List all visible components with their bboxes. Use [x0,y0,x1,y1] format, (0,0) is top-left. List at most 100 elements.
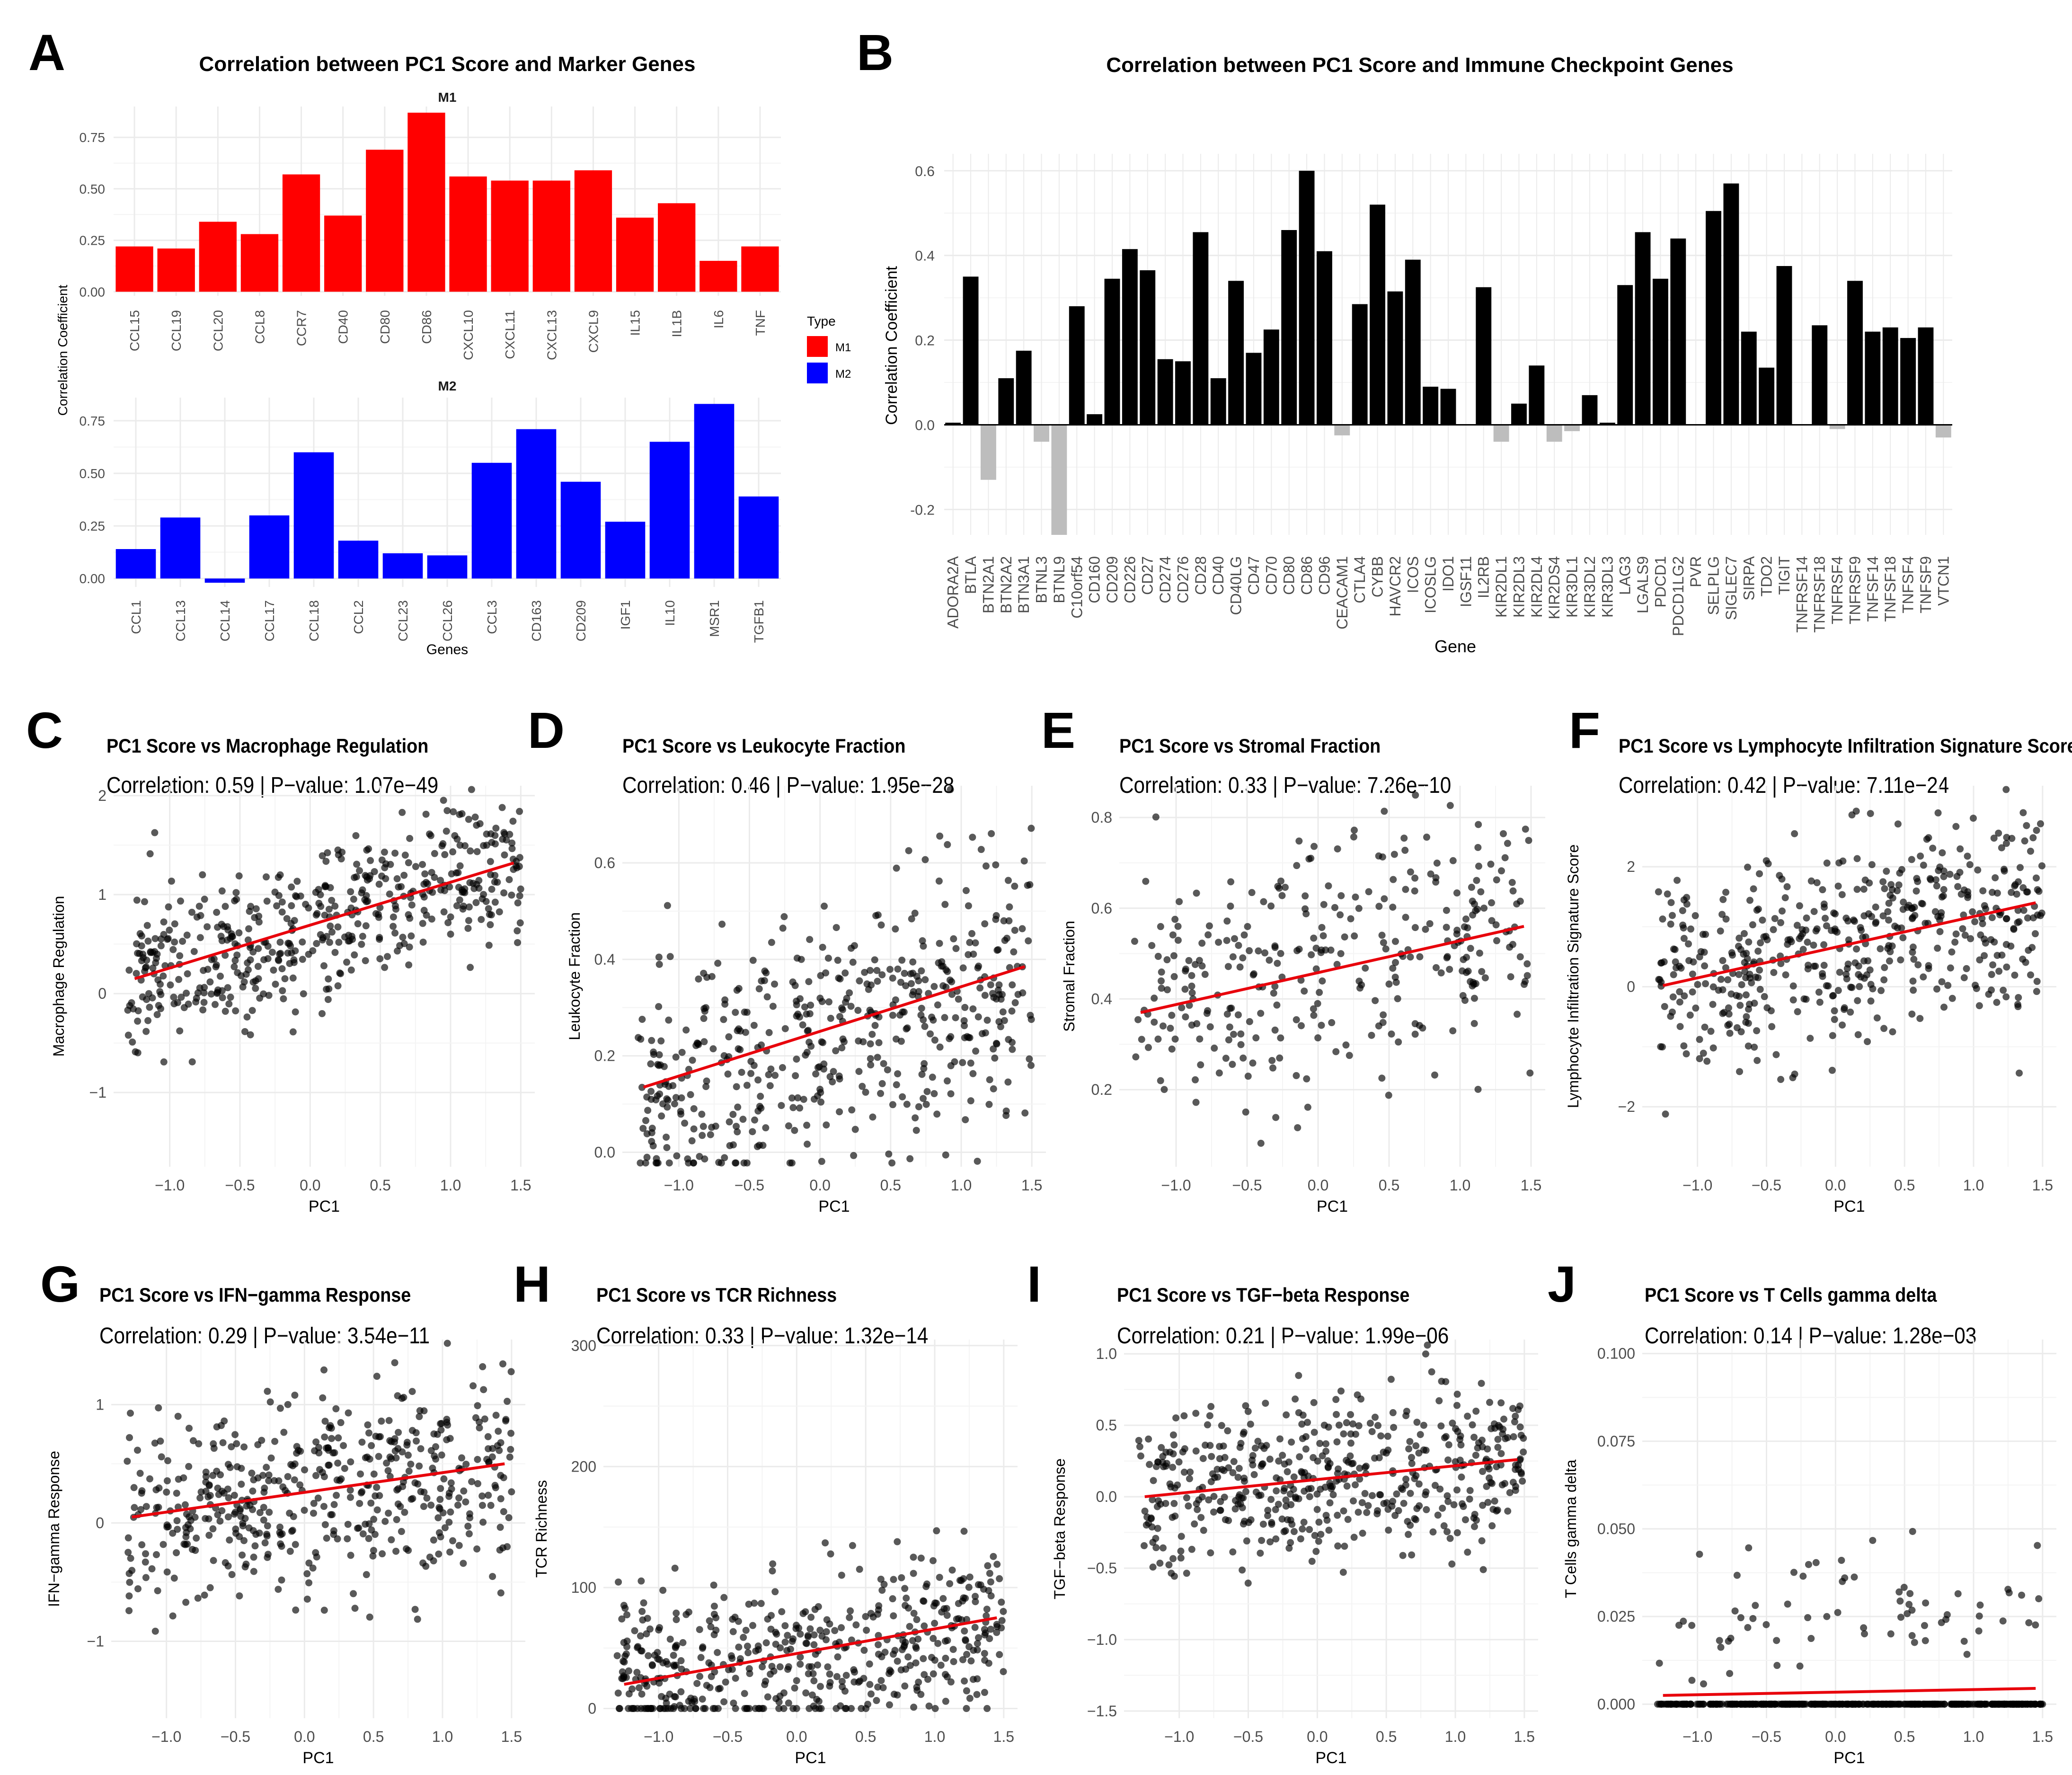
data-point [1343,1456,1350,1464]
y-tick-label: −1 [87,1633,104,1650]
bar-CD28 [1193,232,1209,425]
data-point [427,1501,435,1509]
data-point [827,1014,834,1022]
data-point [138,942,145,950]
data-point [913,1616,921,1624]
x-tick-label: PDCD1 [1652,556,1669,607]
data-point [270,967,277,974]
data-point [420,1407,428,1415]
data-point [456,811,463,818]
data-point [1312,965,1320,973]
data-point [983,1016,991,1024]
data-point [251,1542,259,1550]
data-point [1665,1700,1673,1708]
data-point [1929,844,1937,852]
panel-A: A Correlation between PC1 Score and Marke… [28,24,851,657]
data-point [230,963,238,970]
data-point [975,962,983,970]
data-point [330,1531,337,1538]
data-point [643,1130,651,1137]
data-point [1932,876,1939,884]
data-point [936,832,944,840]
data-point [151,935,159,942]
data-point [1138,1036,1145,1043]
data-point [368,1442,375,1449]
data-point [920,1065,928,1072]
data-point [985,1587,992,1594]
data-point [327,922,334,930]
bar-CCL15 [115,246,153,292]
bar-TNFSF4 [1900,338,1916,425]
data-point [836,1108,843,1116]
y-tick-label: 1 [96,1396,104,1413]
data-point [1207,1403,1215,1411]
data-point [133,1447,141,1454]
data-point [249,1487,257,1495]
x-tick-label: 1.0 [951,1177,972,1194]
data-point [802,1689,810,1697]
x-tick-label: CXCL13 [544,310,559,360]
data-point [2027,971,2034,979]
data-point [745,1600,753,1608]
data-point [1258,1536,1266,1544]
data-point [1186,1475,1193,1482]
data-point [362,922,370,930]
data-point [812,1070,820,1078]
bar-SIGLEC7 [1723,183,1739,425]
data-point [476,1424,483,1432]
data-point [1294,1124,1302,1131]
data-point [464,924,472,932]
data-point [929,1074,936,1081]
data-point [1504,840,1511,847]
data-point [643,1093,651,1101]
data-point [943,1612,951,1619]
data-point [1361,1464,1369,1471]
bar-TNFSF9 [1918,327,1934,425]
data-point [293,878,301,885]
bar-KIR3DL2 [1582,395,1598,425]
data-point [709,1045,717,1053]
data-point [1735,942,1742,950]
data-point [669,1082,677,1090]
data-point [839,1006,846,1013]
data-point [820,1060,828,1068]
data-point [173,1490,180,1497]
data-point [947,1678,955,1686]
data-point [1371,1413,1379,1421]
data-point [1456,1456,1464,1464]
data-point [1470,1433,1478,1441]
data-point [163,1477,171,1484]
x-tick-label: 0.0 [1307,1728,1328,1745]
data-point [438,1451,445,1459]
data-point [856,1565,863,1573]
data-point [361,896,369,904]
data-point [1149,1496,1156,1503]
data-point [218,1507,226,1515]
data-point [1442,1378,1450,1385]
data-point [1831,1007,1838,1015]
data-point [757,1092,764,1100]
data-point [910,988,917,995]
data-point [1799,930,1806,938]
x-axis-title: Genes [426,642,468,657]
data-point [733,1123,740,1130]
data-point [796,1104,804,1112]
data-point [1860,1624,1868,1632]
data-point [142,964,149,972]
data-point [648,1037,655,1044]
data-point [226,1536,233,1544]
data-point [831,1627,839,1634]
y-tick-label: 0 [1627,978,1635,995]
data-point [1297,1535,1304,1543]
data-point [195,903,203,910]
data-point [1954,883,1962,890]
data-point [1221,1493,1228,1501]
data-point [1905,1601,1913,1608]
data-point [1477,888,1485,896]
data-point [1668,1008,1676,1016]
data-point [659,1587,667,1594]
data-point [894,1070,902,1078]
data-point [692,1705,700,1713]
data-point [414,1480,422,1488]
